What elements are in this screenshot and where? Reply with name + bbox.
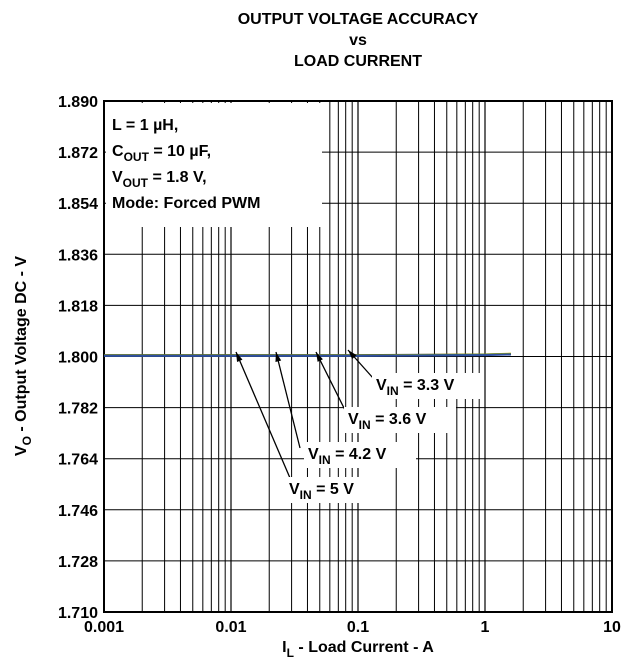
y-tick-label: 1.710 — [58, 605, 98, 622]
note-line-rest: = 1.8 V, — [148, 169, 207, 186]
note-line: Mode: Forced PWM — [112, 195, 260, 212]
annotation-box — [285, 477, 381, 503]
note-line-sub: OUT — [124, 150, 150, 164]
annotation-arrow — [275, 351, 301, 449]
y-tick-label: 1.782 — [58, 401, 98, 418]
series-label: VIN = 4.2 V — [308, 446, 387, 467]
y-axis-label-rest: - Output Voltage DC - V — [13, 256, 30, 436]
series-label-sub: IN — [300, 488, 312, 502]
arrow-head — [275, 352, 282, 362]
series-label-main: V — [308, 446, 319, 463]
note-line-main: V — [112, 169, 123, 186]
series-label-rest: = 3.3 V — [399, 377, 455, 394]
series-label-main: V — [348, 411, 359, 428]
note-line-main: Mode: Forced PWM — [112, 195, 260, 212]
x-tick-label: 0.001 — [84, 619, 124, 636]
y-tick-label: 1.728 — [58, 554, 98, 571]
y-tick-label: 1.890 — [58, 94, 98, 111]
x-tick-label: 0.01 — [215, 619, 246, 636]
note-line: L = 1 µH, — [112, 117, 178, 134]
chart-title: vs — [349, 32, 367, 49]
x-axis-label-sub: L — [287, 646, 294, 660]
chart-title: LOAD CURRENT — [294, 53, 422, 70]
annotation-box — [344, 407, 456, 433]
x-axis-label: IL - Load Current - A — [282, 639, 434, 660]
note-line-main: L = 1 µH, — [112, 117, 178, 134]
series-label: VIN = 3.6 V — [348, 411, 427, 432]
arrow-head — [348, 350, 357, 360]
y-tick-label: 1.764 — [58, 452, 98, 469]
y-tick-label: 1.746 — [58, 503, 98, 520]
series-label-sub: IN — [387, 384, 399, 398]
note-line: COUT = 10 µF, — [112, 143, 211, 164]
annotation-box — [372, 373, 484, 399]
y-axis-label-sub: O — [20, 436, 34, 445]
arrow-head — [316, 352, 323, 362]
y-tick-label: 1.800 — [58, 350, 98, 367]
series-label-main: V — [289, 481, 300, 498]
note-box — [106, 103, 322, 227]
series-line — [104, 353, 511, 357]
x-tick-label: 10 — [603, 619, 621, 636]
note-line: VOUT = 1.8 V, — [112, 169, 207, 190]
chart-title: OUTPUT VOLTAGE ACCURACY — [238, 11, 479, 28]
x-tick-label: 1 — [481, 619, 490, 636]
y-tick-label: 1.872 — [58, 145, 98, 162]
note-line-main: C — [112, 143, 124, 160]
annotation-arrow — [315, 351, 346, 411]
arrow-head — [236, 352, 243, 362]
note-line-rest: = 10 µF, — [149, 143, 211, 160]
series-label-rest: = 5 V — [312, 481, 355, 498]
y-tick-label: 1.818 — [58, 298, 98, 315]
series-label: VIN = 3.3 V — [376, 377, 455, 398]
series-label-sub: IN — [319, 453, 331, 467]
y-tick-label: 1.836 — [58, 247, 98, 264]
y-tick-label: 1.854 — [58, 196, 98, 213]
y-axis-label-main: V — [13, 445, 30, 456]
y-axis-label: VO - Output Voltage DC - V — [13, 256, 34, 456]
annotation-box — [304, 442, 416, 468]
series-label-rest: = 3.6 V — [371, 411, 427, 428]
note-line-sub: OUT — [123, 176, 149, 190]
x-tick-label: 0.1 — [347, 619, 369, 636]
series-label-rest: = 4.2 V — [331, 446, 387, 463]
series-label-sub: IN — [359, 418, 371, 432]
series-label: VIN = 5 V — [289, 481, 354, 502]
annotation-arrow — [235, 351, 291, 479]
x-axis-label-rest: - Load Current - A — [294, 639, 434, 656]
series-label-main: V — [376, 377, 387, 394]
x-axis-label-main: I — [282, 639, 286, 656]
